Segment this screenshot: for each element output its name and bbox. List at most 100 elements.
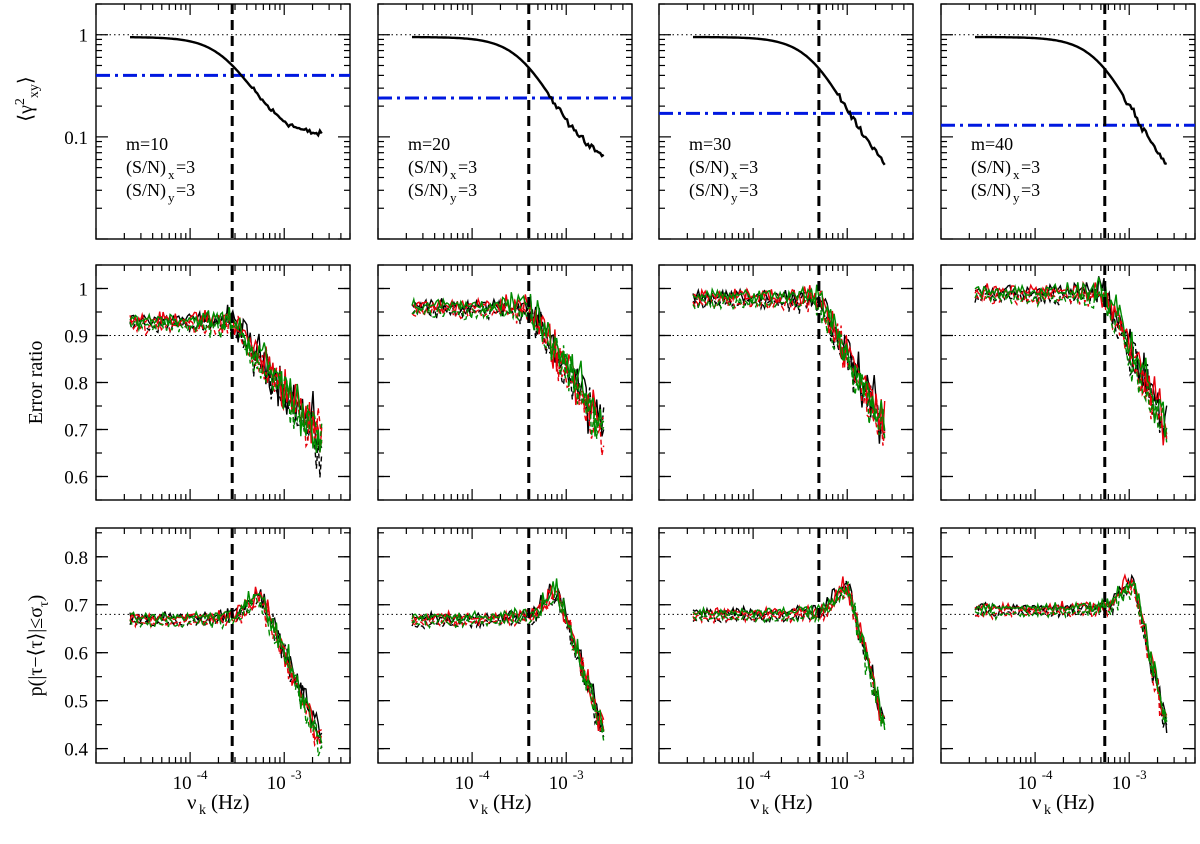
- probability-green-dashed-series: [974, 584, 1168, 722]
- y-tick-label: 0.8: [64, 548, 88, 569]
- annotation-sn-value: =3: [1021, 157, 1040, 177]
- x-axis-ticks: [940, 528, 1196, 763]
- x-tick-label: 10: [1018, 773, 1037, 794]
- error-ratio-green-solid-series: [692, 284, 886, 430]
- error-ratio-green-dashed-series: [411, 301, 605, 439]
- annotation-m: m=20: [408, 134, 450, 154]
- annotation-m: m=40: [971, 134, 1013, 154]
- y-axis-ticks: [378, 3, 632, 240]
- x-tick-label: 10: [1112, 773, 1131, 794]
- annotation-sn-sub: x: [450, 167, 457, 182]
- y-axis-ticks: [96, 532, 350, 750]
- annotation-sn-sub: x: [731, 167, 738, 182]
- x-tick-label-exponent: -4: [760, 767, 771, 782]
- error-ratio-black-solid-series: [974, 276, 1168, 441]
- y-tick-label: 0.6: [64, 644, 88, 665]
- annotation-sn: (S/N): [408, 157, 448, 178]
- panel-frame: [658, 527, 914, 764]
- x-axis-ticks: [95, 4, 351, 239]
- coherence-curve: [975, 35, 1168, 166]
- x-axis-ticks: [377, 265, 633, 500]
- annotation-sn: (S/N): [126, 157, 166, 178]
- x-axis-ticks: [658, 265, 914, 500]
- panel-frame: [658, 3, 914, 240]
- error-ratio-black-dashed-series: [692, 292, 886, 437]
- panel-frame: [940, 3, 1196, 240]
- x-axis-label-sub: k: [481, 803, 488, 818]
- x-axis-ticks: [940, 265, 1196, 500]
- error-ratio-green-dashed-series: [974, 287, 1168, 443]
- annotation-sn: (S/N): [126, 180, 166, 201]
- annotation-sn-sub: y: [1013, 190, 1020, 205]
- annotation-sn-value: =3: [176, 180, 195, 200]
- x-axis-label-unit: (Hz): [1056, 790, 1094, 814]
- x-axis-ticks: [95, 528, 351, 763]
- y-tick-label: 0.7: [64, 596, 88, 617]
- panel-frame: [377, 3, 633, 240]
- x-tick-label-exponent: -3: [1136, 767, 1147, 782]
- x-axis-label-unit: (Hz): [774, 790, 812, 814]
- x-axis-label: ν: [469, 790, 479, 814]
- probability-green-dashed-series: [692, 581, 886, 727]
- y-tick-label: 0.6: [64, 468, 88, 489]
- y-tick-label: 0.7: [64, 421, 88, 442]
- annotation-sn-value: =3: [176, 157, 195, 177]
- x-axis-label-sub: k: [762, 803, 769, 818]
- x-axis-label: ν: [187, 790, 197, 814]
- x-tick-label: 10: [736, 773, 755, 794]
- annotation-sn-value: =3: [739, 180, 758, 200]
- error-ratio-green-dashed-series: [129, 311, 323, 445]
- x-tick-label-exponent: -3: [573, 767, 584, 782]
- panel-frame: [95, 3, 351, 240]
- probability-green-solid-series: [129, 591, 323, 744]
- probability-green-dashed-series: [129, 593, 323, 757]
- y-axis-ticks: [941, 532, 1195, 750]
- x-axis-label-unit: (Hz): [211, 790, 249, 814]
- y-tick-label: 0.5: [64, 692, 88, 713]
- annotation-sn: (S/N): [971, 157, 1011, 178]
- x-axis-ticks: [940, 4, 1196, 239]
- x-tick-label-exponent: -4: [1042, 767, 1053, 782]
- panel-frame: [95, 527, 351, 764]
- annotation-sn: (S/N): [971, 180, 1011, 201]
- annotation-sn-sub: x: [1013, 167, 1020, 182]
- y-tick-label: 0.4: [64, 740, 88, 761]
- x-axis-ticks: [95, 265, 351, 500]
- annotation-sn-sub: y: [168, 190, 175, 205]
- x-tick-label-exponent: -4: [197, 767, 208, 782]
- y-axis-ticks: [378, 532, 632, 750]
- y-tick-label: 1: [79, 280, 89, 301]
- x-tick-label-exponent: -4: [479, 767, 490, 782]
- x-tick-label: 10: [830, 773, 849, 794]
- error-ratio-red-dashed-series: [411, 299, 605, 456]
- error-ratio-green-solid-series: [974, 276, 1168, 438]
- annotation-sn-sub: y: [731, 190, 738, 205]
- y-axis-label-coherence: ⟨γ2xy⟩: [13, 76, 42, 121]
- annotation-m: m=30: [689, 134, 731, 154]
- coherence-curve: [412, 35, 605, 158]
- y-axis-label-probability: p(|τ−⟨τ⟩|≤στ): [25, 595, 52, 697]
- y-tick-label: 0.1: [64, 128, 88, 149]
- annotation-sn-value: =3: [1021, 180, 1040, 200]
- coherence-curve: [130, 36, 323, 138]
- y-axis-label-error-ratio: Error ratio: [25, 341, 47, 425]
- x-axis-label-unit: (Hz): [493, 790, 531, 814]
- x-axis-label: ν: [750, 790, 760, 814]
- annotation-sn: (S/N): [689, 180, 729, 201]
- annotation-m: m=10: [126, 134, 168, 154]
- annotation-sn-value: =3: [458, 180, 477, 200]
- annotation-sn-sub: x: [168, 167, 175, 182]
- x-tick-label: 10: [549, 773, 568, 794]
- x-axis-ticks: [377, 4, 633, 239]
- y-tick-label: 0.8: [64, 374, 88, 395]
- probability-green-dashed-series: [411, 592, 605, 742]
- x-tick-label-exponent: -3: [854, 767, 865, 782]
- annotation-sn: (S/N): [689, 157, 729, 178]
- panel-frame: [377, 527, 633, 764]
- x-tick-label-exponent: -3: [291, 767, 302, 782]
- y-tick-label: 0.9: [64, 327, 88, 348]
- x-tick-label: 10: [173, 773, 192, 794]
- x-axis-label-sub: k: [1044, 803, 1051, 818]
- annotation-sn-value: =3: [739, 157, 758, 177]
